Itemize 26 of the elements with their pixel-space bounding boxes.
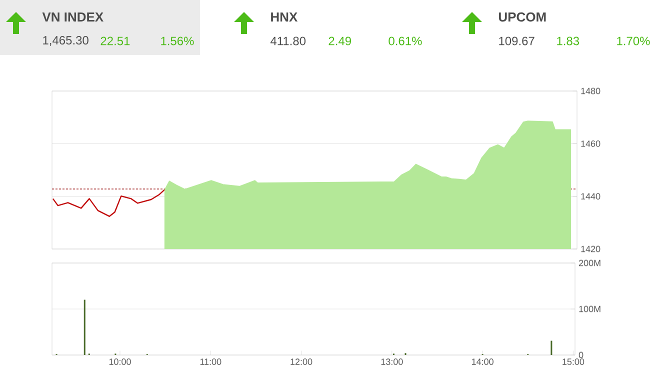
text: 1.56% — [161, 36, 194, 46]
x-tick-label: 12:00 — [290, 358, 312, 365]
text: UPCOM — [498, 12, 546, 22]
y-tick-label: 0 — [578, 352, 584, 358]
text: 0.61% — [388, 36, 422, 46]
text: 22.51 — [100, 36, 130, 46]
y-tick-label: 100M — [579, 306, 600, 312]
y-tick-label: 1440 — [581, 193, 600, 200]
text: VN INDEX — [42, 12, 104, 22]
x-tick-label: 11:00 — [200, 358, 222, 365]
y-tick-label: 200M — [579, 260, 600, 266]
x-tick-label: 14:00 — [472, 358, 494, 365]
text: 109.67 — [499, 36, 534, 46]
text: HNX — [271, 12, 298, 22]
y-tick-label: 1420 — [581, 246, 600, 252]
text: 1,465.30 — [43, 36, 88, 46]
line-series — [52, 188, 166, 217]
text: 411.80 — [270, 36, 306, 46]
y-tick-label: 1460 — [581, 140, 600, 147]
y-tick-label: 1480 — [581, 88, 600, 94]
x-tick-label: 10:00 — [109, 358, 131, 365]
text: 1.83 — [557, 36, 580, 46]
text: 1.70% — [617, 36, 650, 46]
text: 2.49 — [328, 36, 351, 46]
x-tick-label: 15:00 — [562, 358, 584, 365]
x-tick-label: 13:00 — [381, 358, 403, 365]
